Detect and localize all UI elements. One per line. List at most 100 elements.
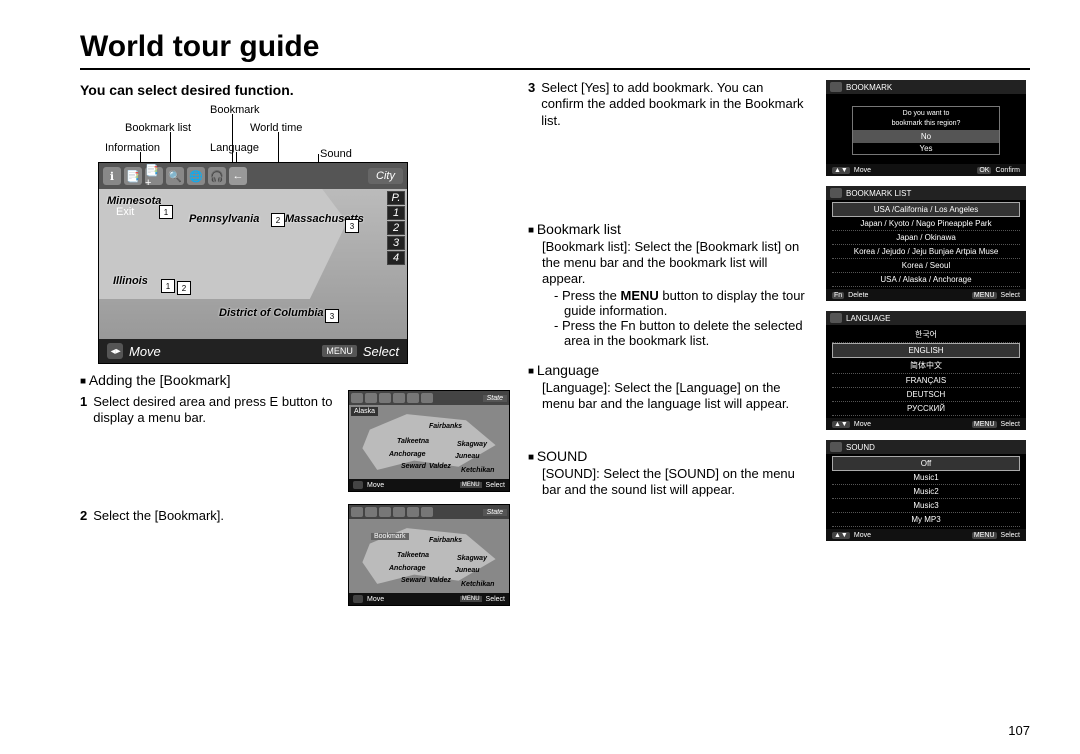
map-label: Illinois — [113, 275, 148, 287]
mini-map-label: Juneau — [455, 453, 480, 460]
side-cell: 1 — [387, 206, 405, 220]
mini1-select: Select — [486, 482, 505, 489]
map-marker: 3 — [325, 309, 339, 323]
dev-list-row: Japan / Okinawa — [832, 231, 1020, 245]
bl-sub1b: MENU — [620, 288, 658, 303]
dev-lang-select: Select — [1001, 421, 1020, 428]
mini-map-label: Fairbanks — [429, 537, 462, 544]
side-cell: P. — [387, 191, 405, 205]
dev-sound-move: Move — [854, 532, 871, 539]
sound-icon — [830, 442, 842, 452]
mini-map-label: Talkeetna — [397, 438, 429, 445]
dev-lang-move: Move — [854, 421, 871, 428]
main-toolbar: ℹ📑📑+🔍🌐🎧←City — [99, 163, 407, 189]
dev-bl-menu: MENU — [972, 292, 997, 299]
section-bookmark-list-title: Bookmark list — [528, 221, 808, 237]
step-1-text: Select desired area and press E button t… — [93, 394, 340, 427]
section-language-title: Language — [528, 362, 808, 378]
mini-map-label: Ketchikan — [461, 467, 494, 474]
dev-bookmark-list: BOOKMARK LIST USA /California / Los Ange… — [826, 186, 1026, 301]
map-label: District of Columbia — [219, 307, 324, 319]
bookmark-list-icon — [830, 188, 842, 198]
callout-sound: Sound — [320, 148, 352, 160]
select-label: Select — [363, 344, 399, 359]
dev-list-row: Music2 — [832, 485, 1020, 499]
callout-bookmark: Bookmark — [210, 104, 260, 116]
mini1-state: State — [483, 395, 507, 402]
dev-bookmark-q1: Do you want to — [853, 107, 999, 120]
mini2-move: Move — [367, 596, 384, 603]
mini-map-label: Seward — [401, 463, 426, 470]
toolbar-icon: 🔍 — [166, 167, 184, 185]
dev-bookmark-move: Move — [854, 167, 871, 174]
dev-list-row: Music3 — [832, 499, 1020, 513]
mini-map-label: Anchorage — [389, 451, 426, 458]
toolbar-icon: 📑 — [124, 167, 142, 185]
map-marker: 3 — [345, 219, 359, 233]
mini1-move: Move — [367, 482, 384, 489]
main-map: MinnesotaPennsylvaniaMassachusettsIllino… — [99, 189, 407, 339]
mini-map-label: Talkeetna — [397, 552, 429, 559]
dev-sound-menu: MENU — [972, 532, 997, 539]
dev-bookmark-ok: OK — [977, 167, 991, 174]
dev-language: LANGUAGE 한국어ENGLISH简体中文FRANÇAISDEUTSCHРУ… — [826, 311, 1026, 430]
mini-map-label: Skagway — [457, 555, 487, 562]
mini1-menu: MENU — [460, 482, 482, 488]
bookmark-list-sub2: Press the Fn button to delete the select… — [554, 318, 808, 348]
side-cell: 2 — [387, 221, 405, 235]
step-2-text: Select the [Bookmark]. — [93, 508, 224, 524]
menu-badge: MENU — [322, 345, 357, 357]
side-cell: 3 — [387, 236, 405, 250]
dev-bookmark: BOOKMARK Do you want to bookmark this re… — [826, 80, 1026, 176]
page-number: 107 — [1008, 723, 1030, 738]
dev-bookmark-confirm: Confirm — [995, 167, 1020, 174]
mini-map-label: Skagway — [457, 441, 487, 448]
map-label: Pennsylvania — [189, 213, 259, 225]
dev-bookmark-yes: Yes — [853, 142, 999, 154]
dev-list-row: Korea / Seoul — [832, 259, 1020, 273]
language-icon — [830, 313, 842, 323]
map-marker: 2 — [271, 213, 285, 227]
bookmark-list-body: [Bookmark list]: Select the [Bookmark li… — [542, 239, 808, 288]
dev-list-row: Japan / Kyoto / Nago Pineapple Park — [832, 217, 1020, 231]
toolbar-icon: ℹ — [103, 167, 121, 185]
dev-bl-fn: Fn — [832, 292, 844, 299]
dev-list-row: DEUTSCH — [832, 388, 1020, 402]
dev-bookmark-q2: bookmark this region? — [853, 120, 999, 130]
main-bottom-bar: ◂▸ Move MENU Select — [99, 339, 407, 363]
dev-list-row: РУССКИЙ — [832, 402, 1020, 416]
callout-world-time: World time — [250, 122, 302, 134]
dev-bl-select: Select — [1001, 292, 1020, 299]
mini-map-label: Fairbanks — [429, 423, 462, 430]
mini-map-label: Anchorage — [389, 565, 426, 572]
callout-labels: Bookmark Bookmark list World time Inform… — [80, 104, 510, 162]
mini2-select: Select — [486, 596, 505, 603]
dev-sound: SOUND OffMusic1Music2Music3My MP3 ▲▼Move… — [826, 440, 1026, 541]
step-3-num: 3 — [528, 80, 535, 129]
dev-list-row: 한국어 — [832, 327, 1020, 343]
dev-list-row: FRANÇAIS — [832, 374, 1020, 388]
mini-screenshot-1: State Alaska Fairbanks Talkeetna Anchorage… — [348, 390, 510, 492]
bookmark-icon — [830, 82, 842, 92]
dev-lang-menu: MENU — [972, 421, 997, 428]
dev-bookmark-no: No — [853, 130, 999, 142]
mini2-bookmark: Bookmark — [371, 533, 409, 540]
toolbar-icon: 📑+ — [145, 167, 163, 185]
mini-screenshot-2: State Bookmark Fairbanks Talkeetna Anchora… — [348, 504, 510, 606]
main-screenshot: ℹ📑📑+🔍🌐🎧←City MinnesotaPennsylvaniaMassac… — [98, 162, 408, 364]
sound-body: [SOUND]: Select the [SOUND] on the menu … — [542, 466, 808, 499]
dev-bl-hdr: BOOKMARK LIST — [846, 189, 911, 198]
callout-information: Information — [105, 142, 160, 154]
dev-sound-select: Select — [1001, 532, 1020, 539]
map-marker: 1 — [159, 205, 173, 219]
mini-map-label: Seward — [401, 577, 426, 584]
dev-list-row: 简体中文 — [832, 358, 1020, 374]
dev-list-row: Korea / Jejudo / Jeju Bunjae Artpia Muse — [832, 245, 1020, 259]
city-button: City — [368, 168, 403, 184]
step-3-text: Select [Yes] to add bookmark. You can co… — [541, 80, 808, 129]
map-marker: 2 — [177, 281, 191, 295]
step-2-num: 2 — [80, 508, 87, 524]
nav-arrows-icon: ◂▸ — [107, 343, 123, 359]
mini2-state: State — [483, 509, 507, 516]
mini1-bar: Alaska — [351, 407, 378, 416]
